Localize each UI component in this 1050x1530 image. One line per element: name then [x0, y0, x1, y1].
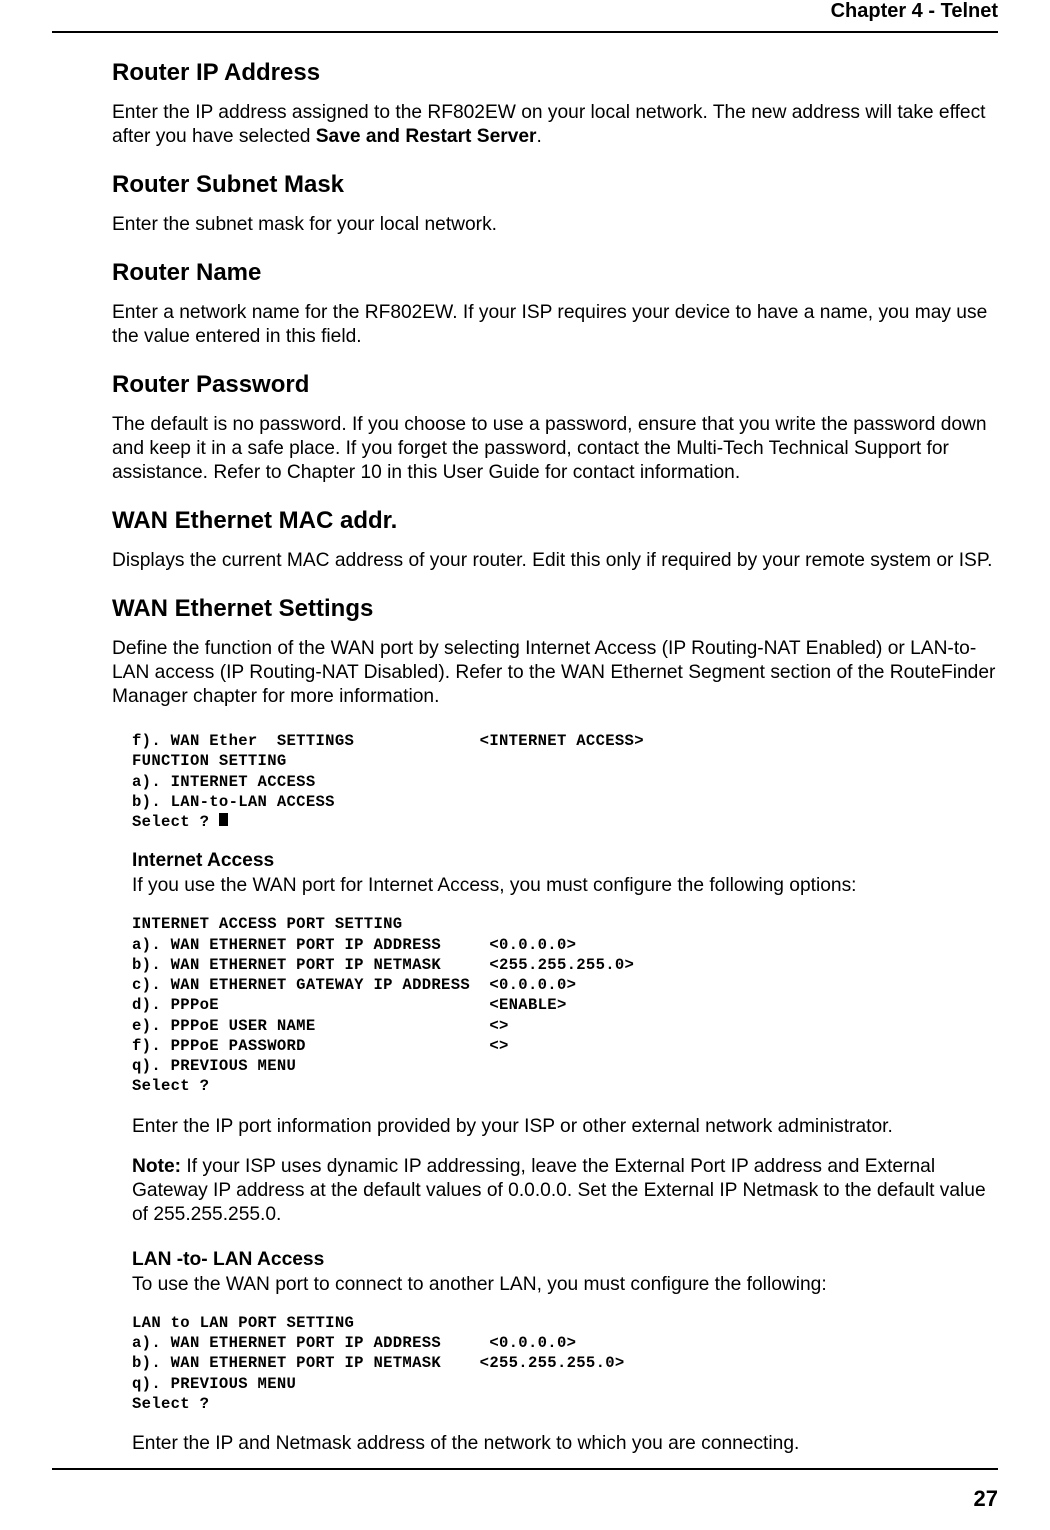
- section-lan-to-lan-body: Enter the IP and Netmask address of the …: [112, 1432, 998, 1456]
- text-bold: Save and Restart Server: [316, 126, 537, 147]
- heading-router-ip-address: Router IP Address: [112, 59, 998, 87]
- terminal-text: f). WAN Ether SETTINGS <INTERNET ACCESS>…: [132, 732, 644, 831]
- para-wan-mac: Displays the current MAC address of your…: [112, 549, 998, 573]
- para-lan-to-lan-intro: To use the WAN port to connect to anothe…: [132, 1273, 998, 1297]
- para-router-name: Enter a network name for the RF802EW. If…: [112, 301, 998, 349]
- subheading-lan-to-lan: LAN -to- LAN Access: [132, 1249, 998, 1271]
- para-router-subnet-mask: Enter the subnet mask for your local net…: [112, 213, 998, 237]
- text: Enter the IP address assigned to the RF8…: [112, 102, 986, 147]
- page: Chapter 4 - Telnet Router IP Address Ent…: [0, 0, 1050, 1530]
- note-label: Note:: [132, 1156, 181, 1177]
- cursor-icon: [219, 813, 228, 826]
- terminal-wan-ether-settings: f). WAN Ether SETTINGS <INTERNET ACCESS>…: [112, 731, 998, 832]
- heading-router-name: Router Name: [112, 259, 998, 287]
- para-lan-to-lan-enter: Enter the IP and Netmask address of the …: [132, 1432, 998, 1456]
- note-text: If your ISP uses dynamic IP addressing, …: [132, 1156, 986, 1225]
- para-internet-access-intro: If you use the WAN port for Internet Acc…: [132, 874, 998, 898]
- para-wan-ethernet-settings: Define the function of the WAN port by s…: [112, 637, 998, 709]
- section-internet-access: Internet Access If you use the WAN port …: [112, 850, 998, 898]
- para-internet-access-note: Note: If your ISP uses dynamic IP addres…: [132, 1155, 998, 1227]
- content: Router IP Address Enter the IP address a…: [0, 33, 1050, 1456]
- para-router-ip-address: Enter the IP address assigned to the RF8…: [112, 101, 998, 149]
- terminal-internet-access: INTERNET ACCESS PORT SETTING a). WAN ETH…: [112, 914, 998, 1096]
- heading-router-subnet-mask: Router Subnet Mask: [112, 171, 998, 199]
- terminal-lan-to-lan: LAN to LAN PORT SETTING a). WAN ETHERNET…: [112, 1313, 998, 1414]
- chapter-header: Chapter 4 - Telnet: [0, 0, 1050, 31]
- heading-router-password: Router Password: [112, 371, 998, 399]
- section-internet-access-body: Enter the IP port information provided b…: [112, 1115, 998, 1297]
- heading-wan-ethernet-settings: WAN Ethernet Settings: [112, 595, 998, 623]
- subheading-internet-access: Internet Access: [132, 850, 998, 872]
- para-router-password: The default is no password. If you choos…: [112, 413, 998, 485]
- page-number: 27: [974, 1486, 998, 1512]
- heading-wan-mac: WAN Ethernet MAC addr.: [112, 507, 998, 535]
- footer-rule: [52, 1468, 998, 1470]
- para-internet-access-isp: Enter the IP port information provided b…: [132, 1115, 998, 1139]
- text: .: [537, 126, 542, 147]
